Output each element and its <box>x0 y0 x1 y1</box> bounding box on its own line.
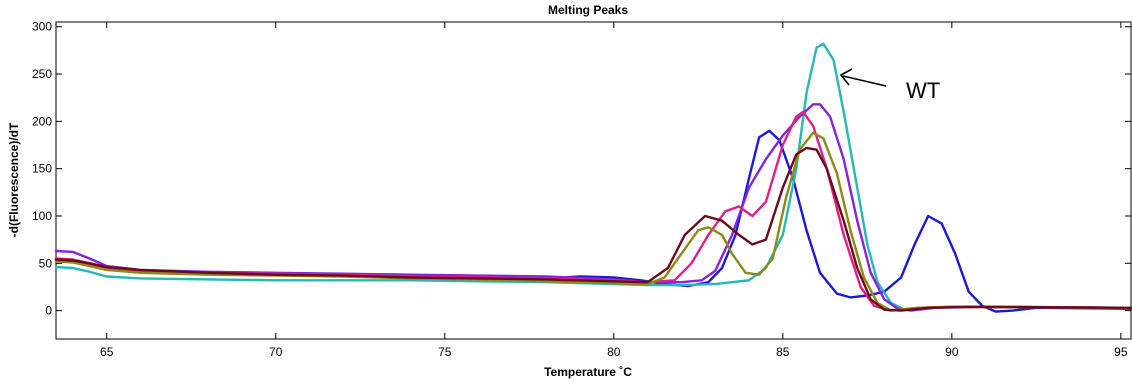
wt-annotation-label: WT <box>906 78 940 103</box>
series-layer <box>54 42 1132 313</box>
chart-title: Melting Peaks <box>548 3 628 17</box>
x-tick-label: 90 <box>945 345 959 359</box>
x-tick-label: 75 <box>438 345 452 359</box>
annotation-layer: WT <box>839 68 940 103</box>
y-tick-label: 100 <box>32 209 52 223</box>
x-tick-label: 85 <box>776 345 790 359</box>
plot-frame <box>55 21 1132 340</box>
wt-arrow-head <box>839 68 853 86</box>
y-tick-label: 250 <box>32 67 52 81</box>
x-tick-label: 70 <box>269 345 283 359</box>
x-tick-label: 65 <box>100 345 114 359</box>
x-tick-label: 95 <box>1114 345 1128 359</box>
y-tick-label: 150 <box>32 162 52 176</box>
x-axis-label: Temperature ˚C <box>544 365 632 379</box>
y-axis-label: -d(Fluorescence)/dT <box>7 122 21 237</box>
y-axis-ticks: 0 50 100 150 200 250 300 <box>32 20 1131 318</box>
x-tick-label: 80 <box>607 345 621 359</box>
wt-arrow-line <box>842 75 887 87</box>
y-tick-label: 50 <box>39 256 53 270</box>
y-tick-label: 0 <box>45 304 52 318</box>
series-line-5 <box>54 131 1132 312</box>
y-tick-label: 200 <box>32 114 52 128</box>
series-line-6 <box>54 146 1132 312</box>
y-tick-label: 300 <box>32 20 52 34</box>
x-axis-ticks: 65 70 75 80 85 90 95 <box>100 22 1128 359</box>
